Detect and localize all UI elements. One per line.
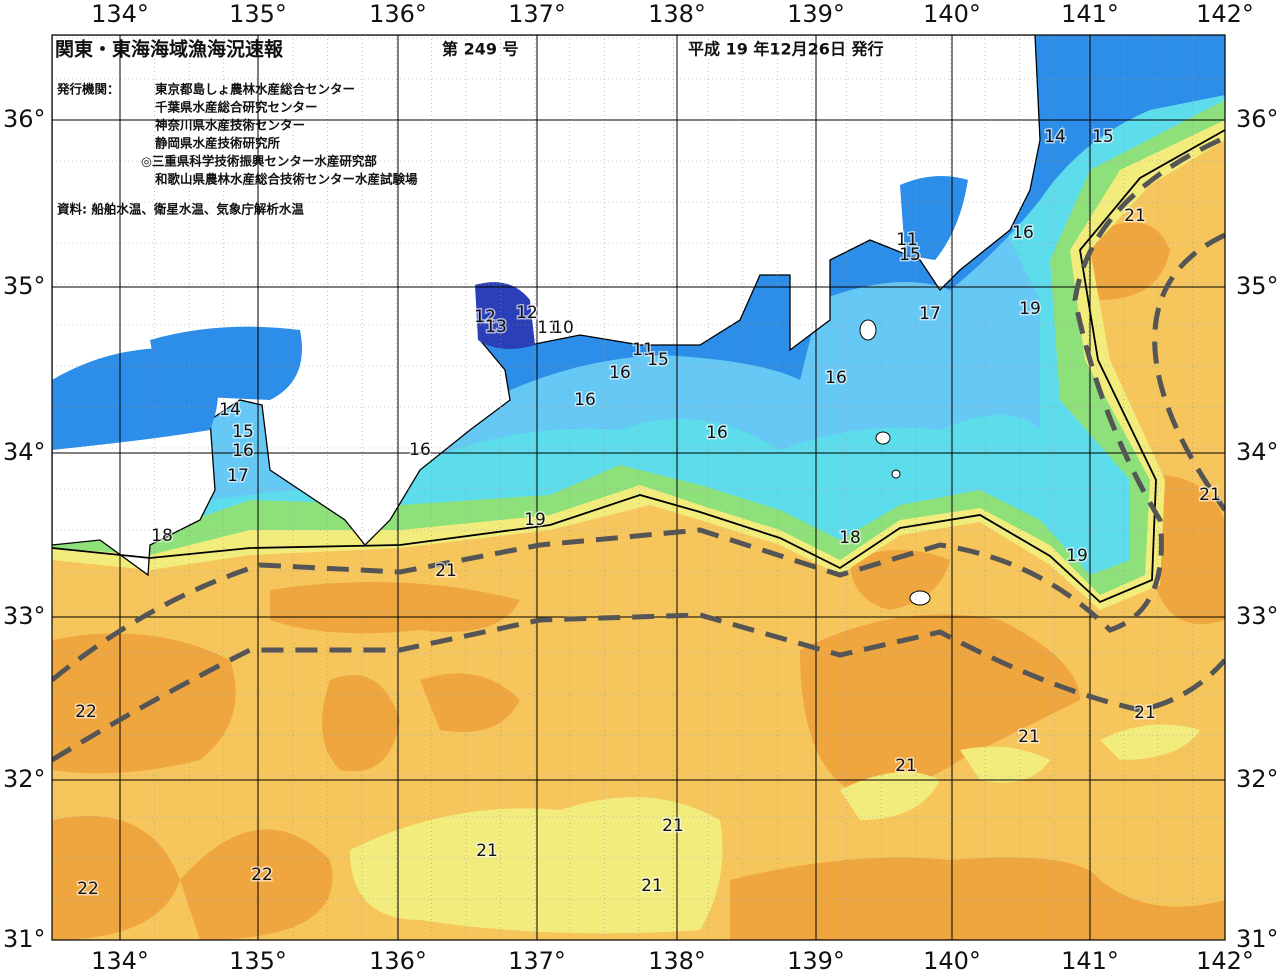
contour-label: 21 (435, 561, 457, 581)
longitude-label: 141° (1061, 947, 1119, 975)
longitude-label: 139° (787, 947, 845, 975)
current-axis (52, 137, 1225, 763)
latitude-label: 32° (3, 765, 46, 793)
contour-label: 22 (75, 702, 97, 722)
contour-label: 17 (227, 466, 249, 486)
contour-label: 12 (516, 303, 538, 323)
source: 資料: 船舶水温、衛星水温、気象庁解析水温 (57, 202, 304, 217)
contour-label: 21 (1199, 485, 1221, 505)
contour-label: 16 (825, 368, 847, 388)
contour-label: 13 (485, 317, 507, 337)
front-line (52, 129, 1225, 604)
latitude-label: 32° (1236, 765, 1279, 793)
latitude-label: 33° (1236, 602, 1279, 630)
contour-label: 21 (476, 841, 498, 861)
contour-label: 21 (641, 876, 663, 896)
latitude-label: 31° (1236, 925, 1279, 953)
contour-label: 12 (474, 307, 496, 327)
contour-label: 19 (1019, 299, 1041, 319)
longitude-label: 141° (1061, 0, 1119, 28)
longitude-label: 139° (787, 0, 845, 28)
contour-label: 15 (232, 422, 254, 442)
longitude-label: 134° (91, 947, 149, 975)
contour-label: 11 (537, 318, 559, 338)
publisher: 和歌山県農林水産総合技術センター水産試験場 (154, 172, 418, 187)
longitude-label: 135° (229, 0, 287, 28)
latitude-label: 35° (3, 272, 46, 300)
contour-label: 21 (1134, 703, 1156, 723)
publisher: 静岡県水産技術研究所 (155, 136, 281, 151)
longitude-label: 136° (369, 0, 427, 28)
publisher-label: 発行機関： (56, 82, 120, 97)
latitude-label: 36° (1236, 105, 1279, 133)
longitude-label: 134° (91, 0, 149, 28)
contour-label: 21 (662, 816, 684, 836)
contour-label: 21 (895, 756, 917, 776)
publisher: 東京都島しょ農林水産総合センター (155, 82, 355, 97)
longitude-label: 142° (1196, 947, 1254, 975)
title: 関東・東海海域漁海況速報 (55, 38, 284, 61)
contour-label: 14 (219, 400, 241, 420)
contour-label: 14 (1044, 127, 1066, 147)
contour-label: 16 (609, 363, 631, 383)
latitude-label: 31° (3, 925, 46, 953)
latitude-label: 33° (3, 602, 46, 630)
longitude-label: 137° (508, 947, 566, 975)
longitude-label: 140° (923, 947, 981, 975)
contour-label: 15 (1092, 127, 1114, 147)
contour-label: 15 (899, 245, 921, 265)
contour-label: 22 (251, 865, 273, 885)
bays (52, 176, 968, 450)
issue: 第 249 号 (442, 40, 519, 59)
publisher: ◎三重県科学技術振興センター水産研究部 (141, 154, 377, 169)
date: 平成 19 年12月26日 発行 (688, 40, 884, 59)
map-frame (51, 34, 1226, 941)
contour-label: 16 (1012, 223, 1034, 243)
contour-label: 19 (1066, 546, 1088, 566)
longitude-label: 136° (369, 947, 427, 975)
latitude-label: 34° (1236, 438, 1279, 466)
contour-label: 19 (524, 510, 546, 530)
contour-label: 17 (919, 304, 941, 324)
longitude-label: 138° (648, 0, 706, 28)
grid (52, 35, 1225, 940)
contour-label: 16 (409, 440, 431, 460)
publisher: 千葉県水産総合研究センター (155, 100, 318, 115)
latitude-label: 36° (3, 105, 46, 133)
longitude-label: 138° (648, 947, 706, 975)
latitude-label: 35° (1236, 272, 1279, 300)
contour-label: 21 (1018, 727, 1040, 747)
contour-label: 16 (232, 441, 254, 461)
longitude-label: 135° (229, 947, 287, 975)
cooler-patches (350, 724, 1200, 934)
map-area (52, 35, 1225, 940)
contour-label: 11 (632, 340, 654, 360)
contour-label: 18 (839, 528, 861, 548)
contour-label: 11 (896, 230, 918, 250)
contour-label: 21 (1124, 206, 1146, 226)
longitude-label: 137° (508, 0, 566, 28)
contour-label: 16 (574, 390, 596, 410)
contour-label: 16 (706, 423, 728, 443)
longitude-label: 142° (1196, 0, 1254, 28)
contour-label: 15 (647, 350, 669, 370)
latitude-label: 34° (3, 438, 46, 466)
contour-label: 10 (552, 318, 574, 338)
publisher: 神奈川県水産技術センター (155, 118, 305, 133)
contour-label: 18 (151, 526, 173, 546)
contour-label: 22 (77, 879, 99, 899)
longitude-label: 140° (923, 0, 981, 28)
